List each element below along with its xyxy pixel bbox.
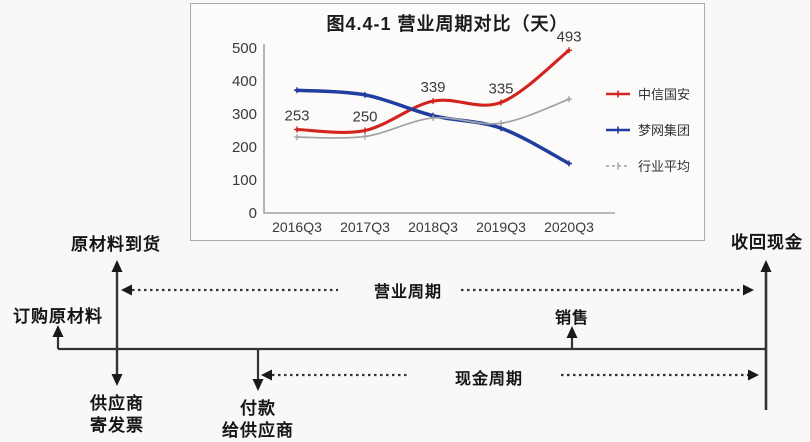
svg-text:100: 100: [232, 172, 257, 189]
label-order-raw-materials: 订购原材料: [13, 307, 103, 326]
legend-label: 中信国安: [637, 87, 690, 102]
svg-text:250: 250: [352, 109, 377, 126]
svg-text:2019Q3: 2019Q3: [476, 219, 526, 235]
legend-label: 梦网集团: [637, 123, 690, 138]
svg-text:2016Q3: 2016Q3: [272, 219, 322, 235]
svg-text:493: 493: [556, 28, 581, 45]
label-cash-cycle: 现金周期: [454, 371, 524, 388]
label-supplier-invoice: 供应商 寄发票: [90, 393, 144, 437]
svg-text:200: 200: [232, 139, 257, 156]
legend-item-industry-avg: 行业平均: [605, 156, 690, 175]
svg-text:400: 400: [232, 73, 257, 90]
label-pay-supplier-line2: 给供应商: [222, 421, 294, 440]
legend-item-company-a: 中信国安: [605, 84, 690, 103]
svg-text:0: 0: [249, 205, 257, 222]
arrival-arrowhead-up-icon: [111, 260, 123, 272]
svg-text:335: 335: [488, 80, 513, 97]
operating-cycle-arrowhead-right-icon: [743, 284, 754, 296]
operating-cycle-arrowhead-left-icon: [121, 284, 132, 296]
legend-item-company-b: 梦网集团: [605, 120, 690, 139]
svg-text:2018Q3: 2018Q3: [408, 219, 458, 235]
legend-blue-line-icon: [605, 126, 630, 133]
collect-arrowhead-up-icon: [760, 260, 772, 272]
svg-text:339: 339: [420, 79, 445, 96]
invoice-arrowhead-down-icon: [111, 374, 123, 386]
order-arrowhead-up-icon: [52, 325, 64, 337]
svg-text:300: 300: [232, 106, 257, 123]
svg-text:2020Q3: 2020Q3: [544, 219, 594, 235]
legend-dashed-line-icon: [605, 162, 630, 169]
sales-arrowhead-up-icon: [566, 326, 578, 338]
legend-red-line-icon: [605, 90, 630, 97]
svg-text:500: 500: [232, 40, 257, 57]
chart-legend: 中信国安 梦网集团 行业平均: [605, 84, 690, 175]
label-pay-supplier: 付款 给供应商: [222, 398, 294, 442]
svg-text:253: 253: [284, 108, 309, 125]
cash-cycle-arrowhead-right-icon: [748, 369, 759, 381]
label-supplier-invoice-line2: 寄发票: [90, 416, 144, 435]
cash-cycle-arrowhead-left-icon: [261, 369, 272, 381]
label-collect-cash: 收回现金: [731, 233, 803, 252]
legend-label: 行业平均: [637, 159, 690, 174]
label-operating-cycle: 营业周期: [373, 284, 443, 301]
pay-arrowhead-down-icon: [252, 379, 264, 391]
label-raw-material-arrival: 原材料到货: [71, 235, 161, 254]
label-pay-supplier-line1: 付款: [240, 399, 276, 418]
label-supplier-invoice-line1: 供应商: [90, 394, 144, 413]
chart-title: 图4.4-1 营业周期对比（天）: [326, 14, 569, 34]
label-sales: 销售: [554, 310, 590, 327]
line-chart: 0 100 200 300 400 500 2016Q3 2017Q3 2018Q3 2019Q3…: [232, 28, 615, 235]
chart-panel: 图4.4-1 营业周期对比（天） 0 100 200 300 400 500 2016Q3 2…: [190, 3, 705, 241]
svg-text:2017Q3: 2017Q3: [340, 219, 390, 235]
